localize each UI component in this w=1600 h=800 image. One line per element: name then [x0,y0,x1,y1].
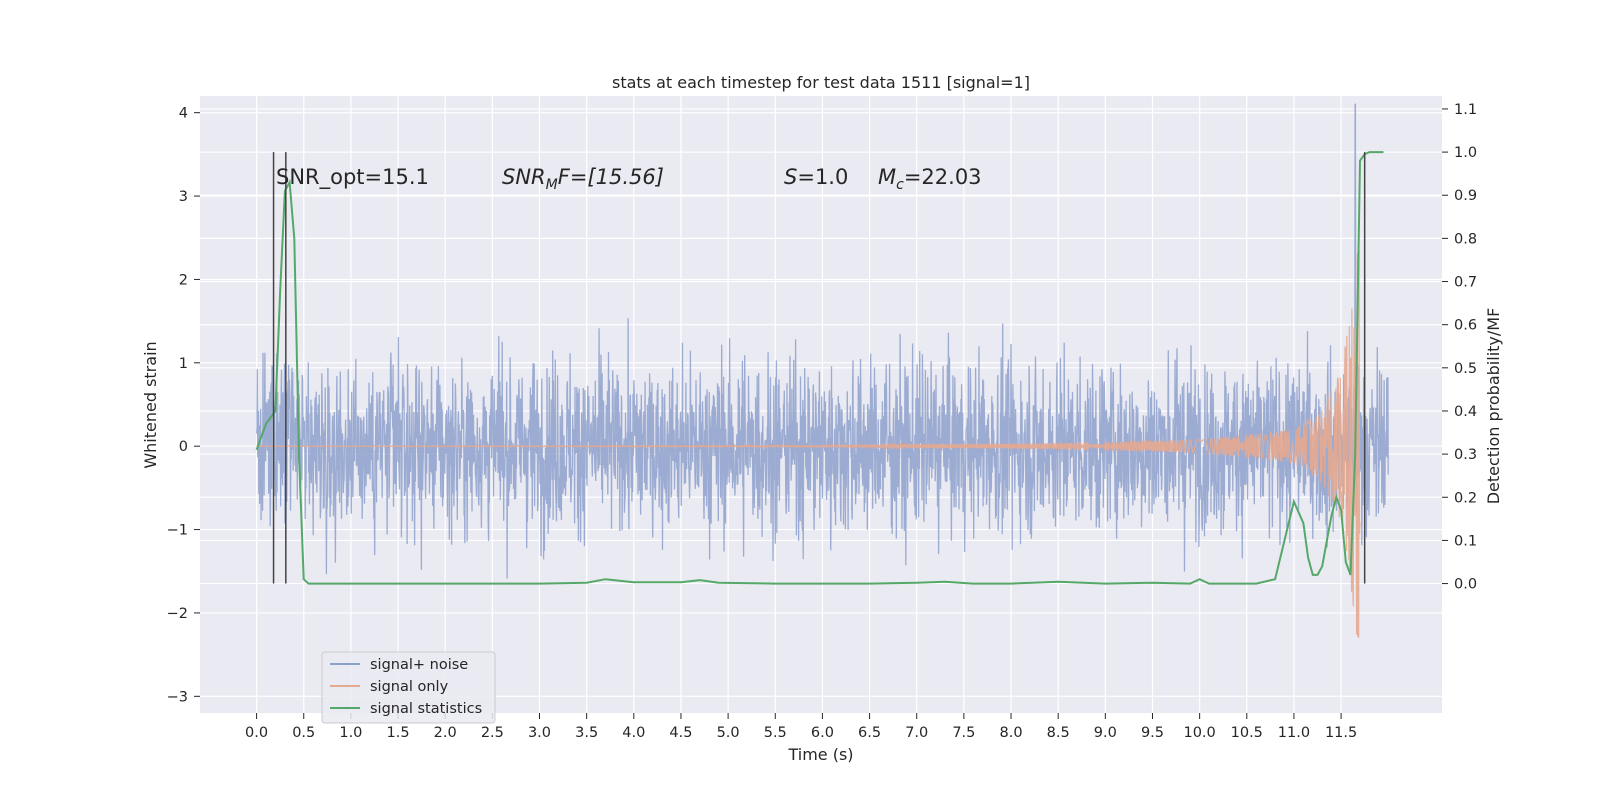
x-tick-label: 1.0 [339,725,362,741]
y-right-tick-label: 0.2 [1454,490,1477,506]
annotation-snr-mf: SNRMF=[15.56] [502,165,664,193]
x-tick-label: 2.5 [481,725,504,741]
annotation-snr-mf-rest: F=[15.56] [558,165,664,189]
y-right-tick-label: 0.8 [1454,231,1477,247]
signal-statistics-line [255,151,1384,585]
annotation-mc-main: M [878,165,896,189]
x-tick-label: 7.0 [905,725,928,741]
y-axis-title: Whitened strain [141,341,160,468]
y-tick-label: 4 [179,106,188,122]
y-tick-label: −1 [167,523,188,539]
x-tick-label: 7.5 [952,725,975,741]
y-right-tick-label: 0.4 [1454,404,1477,420]
vertical-lines [272,152,1366,584]
y-right-tick-label: 1.1 [1454,102,1477,118]
annotation-s: S=1.0 [784,165,848,189]
x-tick-label: 8.0 [999,725,1022,741]
y-right-tick-label: 0.7 [1454,275,1477,291]
signal-only-line [256,250,1361,638]
series-signal-only [256,250,1361,638]
x-tick-label: 5.5 [764,725,787,741]
y-right-tick-label: 0.5 [1454,361,1477,377]
annotation-s-rest: =1.0 [797,165,848,189]
ticks: 0.0 0.5 1.0 1.5 2.0 2.5 3.0 3.5 4.0 4.5 5.0 5.5 6.0 6… [167,102,1477,741]
x-tick-label: 10.5 [1231,725,1263,741]
y-right-tick-label: 0.0 [1454,577,1477,593]
series-signal-statistics [255,151,1384,585]
x-tick-label: 2.0 [434,725,457,741]
annotation-mc-rest: =22.03 [904,165,982,189]
x-tick-label: 4.0 [622,725,645,741]
x-tick-label: 0.5 [292,725,315,741]
legend-box [321,651,496,724]
x-tick-label: 4.5 [669,725,692,741]
y-right-tick-label: 1.0 [1454,145,1477,161]
y-right-tick-label: 0.9 [1454,188,1477,204]
x-axis-title: Time (s) [787,745,853,764]
y-tick-label: 2 [179,272,188,288]
y-right-tick-label: 0.1 [1454,533,1477,549]
annotation-snr-opt: SNR_opt=15.1 [276,165,429,190]
annotation-snr-mf-main: SNR [502,165,546,189]
chart-title: stats at each timestep for test data 151… [612,73,1030,92]
x-tick-label: 9.5 [1141,725,1164,741]
y-right-tick-label: 0.6 [1454,318,1477,334]
annotation-s-main: S [784,165,797,189]
annotation-mc-sub: c [896,177,904,193]
y-tick-label: 1 [179,356,188,372]
y-right-tick-label: 0.3 [1454,447,1477,463]
x-tick-label: 6.5 [858,725,881,741]
x-tick-label: 8.5 [1047,725,1070,741]
annotations: SNR_opt=15.1 SNRMF=[15.56] S=1.0 Mc=22.0… [276,165,982,193]
annotation-mc: Mc=22.03 [878,165,982,193]
y-tick-label: 0 [179,439,188,455]
x-tick-label: 3.0 [528,725,551,741]
x-tick-label: 10.0 [1183,725,1215,741]
x-tick-label: 11.0 [1278,725,1310,741]
x-tick-label: 9.0 [1094,725,1117,741]
x-tick-label: 0.0 [245,725,268,741]
legend-label-signal-noise: signal+ noise [370,657,468,673]
y-tick-label: −3 [167,689,188,705]
y-tick-label: −2 [167,606,188,622]
x-tick-label: 6.0 [811,725,834,741]
x-tick-label: 3.5 [575,725,598,741]
x-tick-label: 11.5 [1325,725,1357,741]
x-tick-label: 5.0 [717,725,740,741]
y-axis-right-title: Detection probability/MF [1484,308,1503,505]
y-tick-label: 3 [179,189,188,205]
legend-label-signal-only: signal only [370,679,449,695]
annotation-snr-mf-sub: M [546,177,558,193]
legend: signal+ noise signal only signal statist… [321,651,496,724]
x-tick-label: 1.5 [387,725,410,741]
legend-label-signal-statistics: signal statistics [370,701,482,717]
